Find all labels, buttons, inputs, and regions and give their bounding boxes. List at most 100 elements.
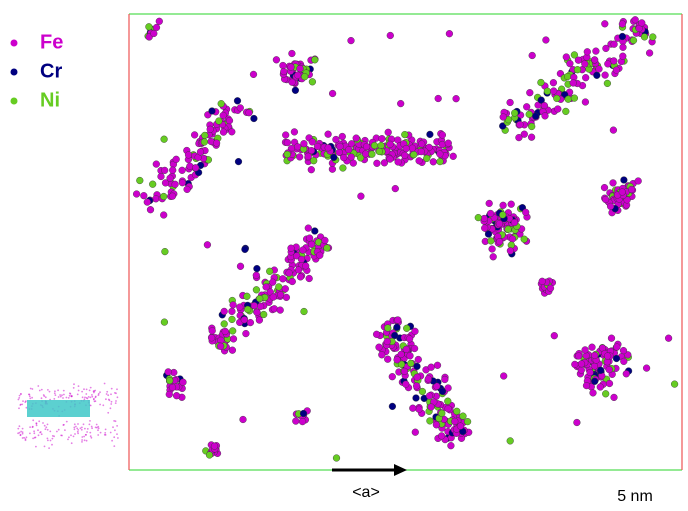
inset-point xyxy=(86,428,89,430)
scale-label: 5 nm xyxy=(617,488,653,505)
atom xyxy=(618,20,627,28)
inset-point xyxy=(49,439,52,442)
atom xyxy=(489,253,497,261)
atom xyxy=(581,346,589,354)
inset-point xyxy=(81,396,84,399)
atom xyxy=(591,56,599,64)
atom xyxy=(415,157,423,165)
inset-point xyxy=(48,390,51,393)
atom xyxy=(388,402,397,411)
atom xyxy=(620,176,628,184)
atom xyxy=(352,134,360,142)
atom xyxy=(418,387,427,396)
atom xyxy=(528,51,536,60)
atom xyxy=(402,345,410,354)
atom xyxy=(329,89,337,98)
inset-point xyxy=(29,432,31,435)
atom xyxy=(407,359,415,368)
inset-point xyxy=(57,428,60,431)
atom xyxy=(424,375,432,383)
atom xyxy=(269,293,277,301)
atom xyxy=(612,354,621,363)
atom xyxy=(406,352,414,360)
atom xyxy=(520,130,528,138)
atom xyxy=(602,390,610,398)
inset-point xyxy=(107,411,110,414)
inset-point xyxy=(77,429,80,431)
atom xyxy=(375,343,383,351)
atom xyxy=(605,379,614,388)
inset-point xyxy=(23,436,25,439)
inset-point xyxy=(67,397,70,399)
atom xyxy=(570,94,579,102)
atom xyxy=(520,235,528,243)
atom xyxy=(283,139,292,147)
legend-marker xyxy=(10,39,18,47)
atom xyxy=(499,113,507,121)
atom xyxy=(234,158,243,166)
atom xyxy=(610,57,618,65)
atom xyxy=(444,384,452,392)
atom xyxy=(217,342,225,350)
atom xyxy=(332,454,341,462)
atom xyxy=(206,125,214,133)
inset-point xyxy=(117,437,119,439)
atom xyxy=(522,208,530,216)
inset-point xyxy=(73,428,76,431)
atom xyxy=(246,319,255,327)
atom xyxy=(245,109,253,117)
atom xyxy=(426,130,434,139)
atom xyxy=(441,375,449,384)
atom xyxy=(418,140,426,148)
inset-point xyxy=(32,419,35,422)
inset-point xyxy=(68,436,70,439)
inset-point xyxy=(85,439,88,442)
atom xyxy=(597,366,605,374)
inset-point xyxy=(67,438,69,441)
atom xyxy=(526,89,534,97)
inset-point xyxy=(99,403,101,406)
atom xyxy=(401,131,409,139)
atom xyxy=(411,327,419,335)
atom xyxy=(250,114,258,123)
inset-point xyxy=(90,425,93,428)
inset-point xyxy=(21,431,24,433)
atom xyxy=(642,364,651,372)
atom xyxy=(252,286,261,294)
atom xyxy=(221,327,229,336)
atom xyxy=(383,337,391,346)
atom xyxy=(178,166,186,174)
atom xyxy=(401,151,409,159)
inset-point xyxy=(113,420,115,422)
inset-point xyxy=(106,390,109,393)
atom xyxy=(609,179,617,187)
inset-highlight xyxy=(27,400,90,417)
atom xyxy=(438,131,447,139)
atom xyxy=(347,36,355,45)
atom xyxy=(602,44,610,53)
atom xyxy=(196,148,205,156)
atom xyxy=(242,330,250,338)
atom xyxy=(433,361,442,369)
atom xyxy=(570,51,579,59)
atom xyxy=(600,184,609,192)
inset-point xyxy=(114,402,117,404)
atom xyxy=(297,255,306,264)
atom xyxy=(241,245,249,254)
atom xyxy=(507,200,515,208)
atom xyxy=(345,146,353,154)
inset-point xyxy=(81,441,83,443)
atom xyxy=(304,152,312,161)
atom xyxy=(484,230,493,238)
atom xyxy=(282,131,290,139)
atom xyxy=(386,140,394,148)
atom xyxy=(592,47,600,55)
atom xyxy=(324,130,332,138)
atom xyxy=(537,78,545,87)
atom xyxy=(444,397,452,405)
atom xyxy=(537,96,545,104)
atom xyxy=(447,442,455,450)
inset-point xyxy=(103,433,106,436)
atom xyxy=(397,360,406,368)
atom xyxy=(571,360,579,369)
